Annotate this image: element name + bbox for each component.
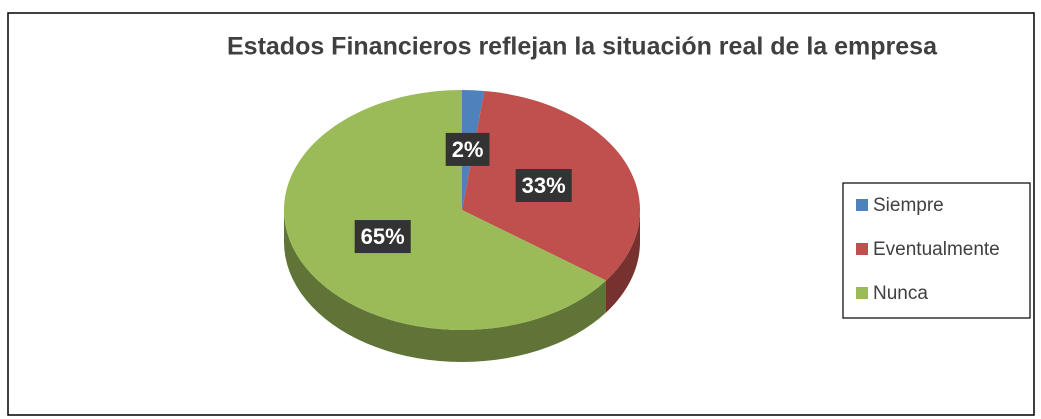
- legend-label: Eventualmente: [873, 239, 1000, 260]
- chart-title: Estados Financieros reflejan la situació…: [227, 33, 938, 61]
- legend-swatch: [856, 199, 868, 211]
- data-label-box: [445, 132, 490, 166]
- legend-label: Nunca: [873, 283, 928, 304]
- legend-box: [842, 182, 1031, 319]
- legend-label: Siempre: [873, 195, 944, 216]
- pie-slice: [284, 90, 607, 330]
- pie-slice-side: [606, 210, 640, 313]
- legend-swatch: [856, 287, 868, 299]
- data-label: 65%: [361, 224, 405, 249]
- data-label-box: [515, 168, 572, 202]
- data-label: 33%: [522, 173, 566, 198]
- pie-slice-side: [284, 210, 607, 362]
- data-label-box: [354, 220, 411, 254]
- legend-swatch: [856, 243, 868, 255]
- data-label: 2%: [452, 137, 484, 162]
